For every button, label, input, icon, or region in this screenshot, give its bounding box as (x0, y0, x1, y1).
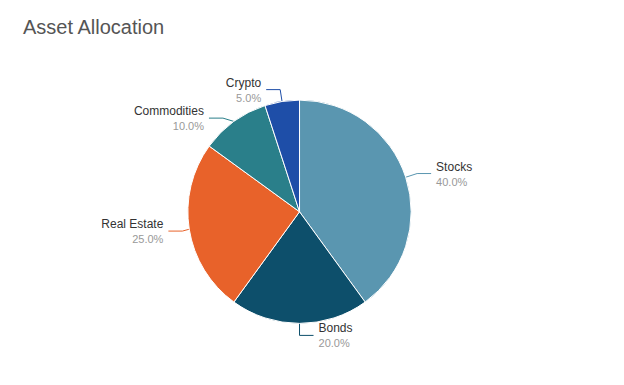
svg-text:Commodities: Commodities (134, 104, 204, 118)
svg-text:Real Estate: Real Estate (101, 217, 163, 231)
svg-text:Stocks: Stocks (436, 160, 472, 174)
svg-text:25.0%: 25.0% (132, 233, 163, 245)
svg-text:20.0%: 20.0% (319, 337, 350, 349)
svg-text:Crypto: Crypto (226, 76, 262, 90)
svg-text:5.0%: 5.0% (236, 92, 261, 104)
svg-text:Asset Allocation: Asset Allocation (23, 16, 164, 38)
svg-text:10.0%: 10.0% (173, 120, 204, 132)
svg-text:40.0%: 40.0% (436, 176, 467, 188)
svg-text:Bonds: Bonds (319, 321, 353, 335)
